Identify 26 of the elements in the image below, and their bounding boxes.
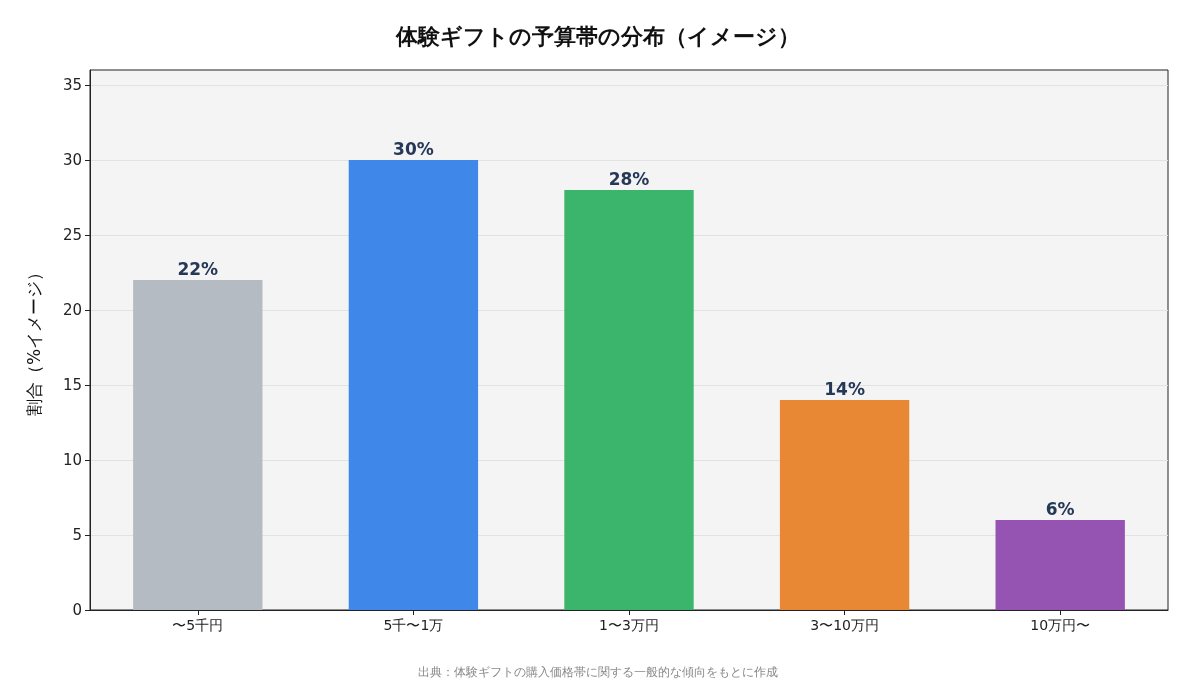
chart-title: 体験ギフトの予算帯の分布（イメージ） <box>395 23 800 49</box>
y-axis-title: 割合（%イメージ） <box>23 263 44 417</box>
y-tick-label: 0 <box>72 601 82 619</box>
bar <box>995 520 1125 610</box>
y-tick-label: 20 <box>62 301 82 319</box>
source-note: 出典：体験ギフトの購入価格帯に関する一般的な傾向をもとに作成 <box>418 665 778 679</box>
bar <box>564 190 694 610</box>
data-label: 22% <box>177 258 219 279</box>
bar <box>348 160 479 610</box>
x-tick-label: 10万円〜 <box>1030 617 1091 633</box>
bar <box>779 400 910 610</box>
data-label: 28% <box>608 168 650 189</box>
y-tick-label: 10 <box>62 451 82 469</box>
y-tick-label: 5 <box>72 526 82 544</box>
x-tick-label: 1〜3万円 <box>599 617 659 633</box>
bar <box>133 280 263 610</box>
y-tick-label: 15 <box>62 376 82 394</box>
y-tick-label: 25 <box>62 226 82 244</box>
y-tick-label: 30 <box>62 151 82 169</box>
y-tick-label: 35 <box>62 76 82 94</box>
x-tick-label: 5千〜1万 <box>383 617 444 633</box>
x-tick-label: 〜5千円 <box>172 617 224 633</box>
data-label: 30% <box>393 138 434 159</box>
data-label: 14% <box>824 378 865 399</box>
x-tick-label: 3〜10万円 <box>810 617 879 633</box>
data-label: 6% <box>1045 498 1075 519</box>
